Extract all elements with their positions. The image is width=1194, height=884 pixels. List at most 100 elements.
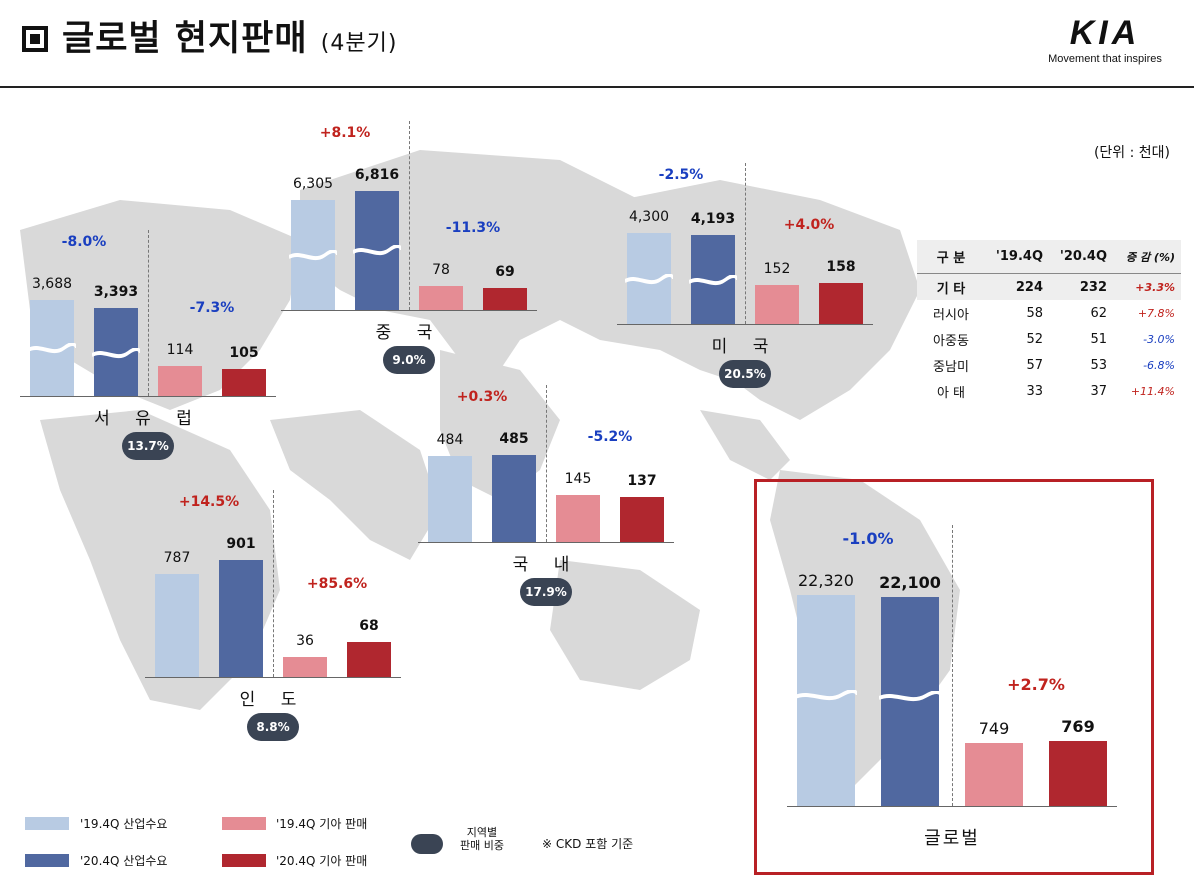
industry-change-label: +14.5%: [178, 494, 240, 510]
table-cell: 62: [1090, 305, 1107, 321]
kia-logo: KIA: [1069, 14, 1141, 52]
bar: [879, 597, 941, 806]
legend-label: '19.4Q 기아 판매: [276, 817, 368, 831]
data-label: 485: [499, 431, 529, 447]
bar: [222, 369, 266, 396]
table-cell: 224: [985, 273, 1049, 300]
kia-change-label: +4.0%: [783, 217, 835, 233]
share-bubble: 17.9%: [520, 578, 572, 606]
data-label: 152: [763, 261, 791, 277]
table-cell: 중남미: [933, 359, 969, 375]
bar: [819, 283, 863, 324]
bar: [158, 366, 202, 396]
bar: [620, 497, 664, 542]
bar: [428, 456, 472, 542]
table-cell: 58: [1026, 305, 1043, 321]
axis-break-icon: [289, 249, 337, 260]
table-cell: 52: [1026, 331, 1043, 347]
region-name: 미 국: [711, 337, 779, 357]
axis-break-icon: [625, 273, 673, 285]
baseline: [617, 324, 873, 325]
brand-tagline: Movement that inspires: [1048, 53, 1162, 65]
axis-break-icon: [689, 275, 737, 286]
bar: [347, 642, 391, 677]
bar: [556, 495, 600, 542]
world-map-background: [20, 150, 960, 790]
axis-break-icon: [92, 347, 140, 358]
table-cell: 33: [1026, 383, 1043, 399]
industry-change-label: -2.5%: [658, 167, 704, 183]
bar: [92, 308, 140, 396]
data-label: 68: [359, 618, 379, 634]
divider-line: [745, 163, 746, 324]
legend-label: '19.4Q 산업수요: [80, 817, 168, 831]
table-header-cell: 증 감 (%): [1113, 240, 1181, 274]
bar: [28, 300, 76, 396]
data-label: 137: [627, 473, 657, 489]
others-table: 구 분 '19.4Q '20.4Q 증 감 (%) 기 타 224 232 +3.3%…: [917, 240, 1181, 404]
divider-line: [546, 385, 547, 542]
title-subtitle: (4분기): [320, 31, 398, 56]
baseline: [20, 396, 276, 397]
table-cell: 기 타: [917, 273, 985, 300]
table-body: 기 타 224 232 +3.3% 러시아 58 62 +7.8% 아중동 52 51 -3.0% 중남…: [917, 273, 1181, 405]
data-label: 22,100: [879, 573, 941, 592]
bar: [689, 235, 737, 324]
legend-swatch-kia-2019: [222, 817, 266, 830]
data-label: 6,816: [354, 167, 400, 183]
square-bullet-icon: [22, 26, 48, 52]
share-bubble: 13.7%: [122, 432, 174, 460]
baseline: [145, 677, 401, 678]
bar: [625, 233, 673, 324]
data-label: 901: [226, 536, 256, 552]
industry-change-label: -1.0%: [842, 529, 894, 548]
table-cell: +7.8%: [1137, 306, 1175, 320]
share-bubble: 8.8%: [247, 713, 299, 741]
table-cell: 아중동: [933, 333, 969, 349]
table-row: 아중동 52 51 -3.0%: [917, 326, 1181, 352]
legend-label: 지역별 판매 비중: [460, 826, 504, 852]
kia-change-label: +85.6%: [306, 576, 368, 592]
axis-break-icon: [879, 691, 941, 702]
industry-change-label: +0.3%: [456, 389, 508, 405]
unit-label: (단위 : 천대): [1093, 145, 1170, 161]
axis-break-icon: [353, 244, 401, 255]
data-label: 78: [432, 262, 450, 278]
data-label: 769: [1061, 717, 1095, 736]
table-cell: 57: [1026, 357, 1043, 373]
header-divider: [0, 86, 1194, 88]
table-row: 아 태 33 37 +11.4%: [917, 378, 1181, 404]
bar: [419, 286, 463, 310]
data-label: 114: [166, 342, 194, 358]
data-label: 105: [229, 345, 259, 361]
kia-change-label: -5.2%: [587, 429, 633, 445]
bar: [283, 657, 327, 677]
data-label: 787: [163, 550, 191, 566]
legend-share-bubble-icon: [411, 834, 443, 854]
data-label: 749: [978, 719, 1010, 738]
table-header-cell: '20.4Q: [1049, 240, 1113, 274]
region-name: 글로벌: [924, 828, 980, 849]
bar: [755, 285, 799, 324]
data-label: 484: [436, 432, 464, 448]
data-label: 6,305: [292, 176, 334, 192]
baseline: [418, 542, 674, 543]
table-cell: 53: [1090, 357, 1107, 373]
industry-change-label: -8.0%: [61, 234, 107, 250]
bar: [219, 560, 263, 677]
table-cell: 37: [1090, 383, 1107, 399]
bar: [155, 574, 199, 677]
bar: [353, 191, 401, 310]
table-header-cell: 구 분: [917, 240, 985, 274]
kia-change-label: +2.7%: [1007, 675, 1065, 694]
divider-line: [148, 230, 149, 396]
divider-line: [409, 121, 410, 310]
bar: [492, 455, 536, 542]
baseline: [281, 310, 537, 311]
share-bubble: 20.5%: [719, 360, 771, 388]
data-label: 158: [826, 259, 856, 275]
table-cell: -6.8%: [1143, 358, 1175, 372]
legend-swatch-industry-2020: [25, 854, 69, 867]
table-cell: 아 태: [936, 385, 966, 401]
data-label: 36: [296, 633, 314, 649]
